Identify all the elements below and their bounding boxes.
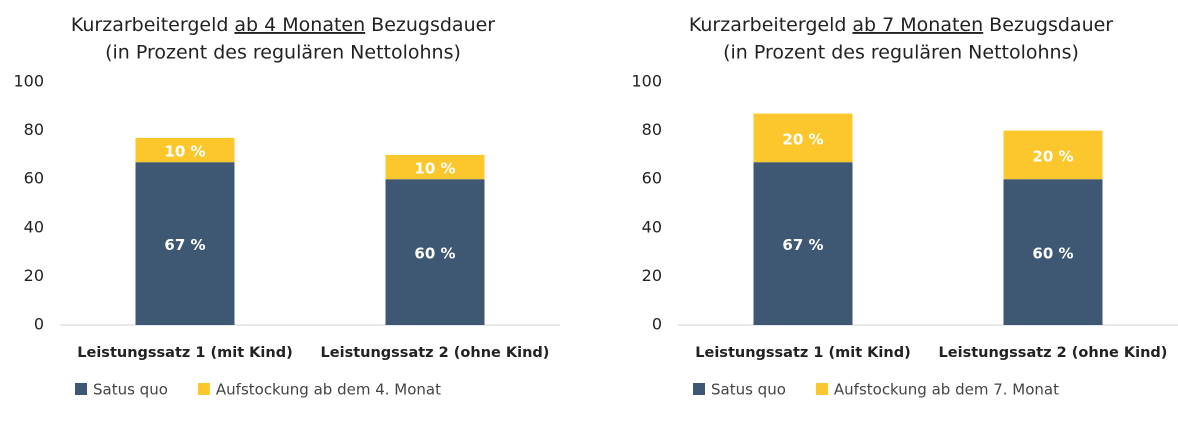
legend-swatch: [75, 383, 87, 395]
y-tick-label: 100: [631, 72, 662, 91]
title-part: ab 4 Monaten: [234, 14, 365, 36]
data-label: 60 %: [414, 245, 455, 263]
legend-label: Aufstockung ab dem 4. Monat: [216, 381, 441, 399]
y-tick-label: 60: [642, 169, 662, 188]
y-tick-label: 20: [642, 266, 662, 285]
y-tick-label: 100: [13, 72, 44, 91]
y-tick-label: 0: [34, 315, 44, 334]
chart-title: Kurzarbeitergeld ab 7 Monaten Bezugsdauer: [689, 14, 1113, 36]
legend-swatch: [197, 383, 210, 395]
data-label: 20 %: [1032, 147, 1073, 165]
bar-segment: [385, 154, 485, 180]
y-tick-label: 20: [24, 266, 44, 285]
title-part: Kurzarbeitergeld: [689, 14, 847, 36]
chart-subtitle: (in Prozent des regulären Nettolohns): [723, 42, 1079, 64]
chart-subtitle: (in Prozent des regulären Nettolohns): [105, 42, 461, 64]
data-label: 20 %: [782, 130, 823, 148]
bar-segment: [1003, 130, 1103, 180]
legend-label: Satus quo: [711, 381, 786, 399]
bar-segment: [385, 179, 485, 325]
y-tick-label: 80: [24, 120, 44, 139]
bar-segment: [753, 162, 853, 325]
bar-segment: [135, 137, 235, 163]
legend-swatch: [693, 383, 705, 395]
bar-segment: [1003, 179, 1103, 325]
bar-segment: [753, 113, 853, 163]
x-tick-label: Leistungssatz 2 (ohne Kind): [321, 345, 550, 361]
title-part: Kurzarbeitergeld: [71, 14, 229, 36]
legend-swatch: [815, 383, 828, 395]
y-tick-label: 40: [642, 217, 662, 236]
data-label: 10 %: [414, 160, 455, 178]
x-tick-label: Leistungssatz 1 (mit Kind): [695, 345, 910, 361]
y-tick-label: 0: [652, 315, 662, 334]
title-part: ab 7 Monaten: [852, 14, 983, 36]
data-label: 10 %: [164, 143, 205, 161]
title-part: Bezugsdauer: [371, 14, 495, 36]
chart-title: Kurzarbeitergeld ab 4 Monaten Bezugsdauer: [71, 14, 495, 36]
y-tick-label: 60: [24, 169, 44, 188]
title-part: Bezugsdauer: [989, 14, 1113, 36]
legend-label: Satus quo: [93, 381, 168, 399]
legend-label: Aufstockung ab dem 7. Monat: [834, 381, 1059, 399]
x-tick-label: Leistungssatz 1 (mit Kind): [77, 345, 292, 361]
data-label: 67 %: [782, 236, 823, 254]
data-label: 60 %: [1032, 245, 1073, 263]
y-tick-label: 40: [24, 217, 44, 236]
data-label: 67 %: [164, 236, 205, 254]
x-tick-label: Leistungssatz 2 (ohne Kind): [939, 345, 1168, 361]
bar-segment: [135, 162, 235, 325]
y-tick-label: 80: [642, 120, 662, 139]
